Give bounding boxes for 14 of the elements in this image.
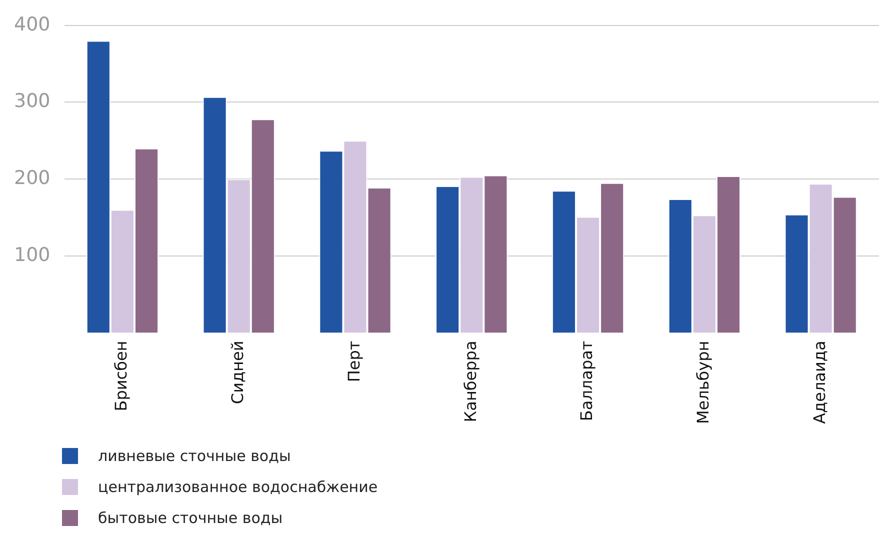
x-tick-label: Аделаида xyxy=(810,340,829,424)
x-tick-label: Балларат xyxy=(577,340,596,422)
legend-label: ливневые сточные воды xyxy=(98,446,291,464)
legend-label: централизованное водоснабжение xyxy=(98,478,378,496)
y-tick-label: 400 xyxy=(14,13,50,36)
x-tick-label: Сидней xyxy=(228,340,248,404)
x-tick-label: Мельбурн xyxy=(694,340,713,424)
x-tick-label: Брисбен xyxy=(112,340,131,412)
y-tick-label: 100 xyxy=(14,244,50,266)
x-tick-label: Канберра xyxy=(460,340,480,422)
legend-label: бытовые сточные воды xyxy=(98,508,283,526)
y-tick-label: 200 xyxy=(14,167,50,190)
x-tick-label: Перт xyxy=(344,340,364,382)
y-tick-label: 300 xyxy=(14,90,50,112)
